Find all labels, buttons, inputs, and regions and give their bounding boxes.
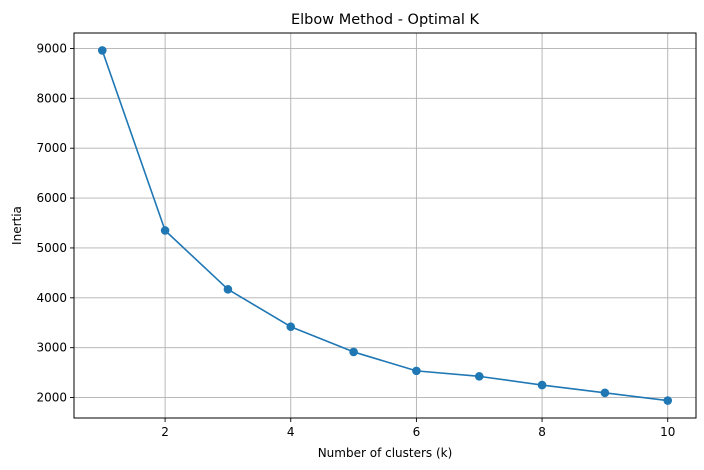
y-tick-label: 2000 — [36, 391, 67, 405]
data-point — [349, 347, 358, 357]
data-point — [474, 372, 484, 381]
x-tick-label: 10 — [660, 425, 675, 439]
tick-layer: 2 4 6 8 10 2000 3000 4000 5000 6000 7000 8000 9000 — [36, 41, 675, 439]
chart-title: Elbow Method - Optimal K — [291, 12, 480, 28]
x-axis-label: Number of clusters (k) — [318, 446, 453, 460]
data-point — [600, 388, 610, 398]
y-tick-label: 3000 — [36, 341, 67, 355]
x-tick-label: 2 — [161, 425, 169, 439]
grid-layer — [74, 33, 696, 418]
data-point — [223, 285, 233, 294]
y-tick-label: 7000 — [36, 141, 67, 155]
y-tick-label: 5000 — [36, 241, 67, 255]
y-tick-label: 8000 — [36, 91, 67, 105]
y-tick-label: 4000 — [36, 291, 67, 305]
data-point — [160, 226, 170, 235]
y-tick-label: 9000 — [36, 41, 67, 55]
x-tick-label: 4 — [287, 425, 295, 439]
data-layer — [97, 46, 673, 405]
x-tick-label: 8 — [538, 425, 546, 439]
y-tick-label: 6000 — [36, 191, 67, 205]
data-point — [412, 366, 421, 376]
series-line — [101, 50, 668, 402]
y-axis-label: Inertia — [10, 206, 24, 245]
data-point — [286, 322, 296, 332]
data-point — [537, 380, 547, 390]
data-point — [663, 396, 673, 405]
plot-frame — [73, 32, 697, 419]
data-point — [97, 46, 107, 55]
x-tick-label: 6 — [413, 425, 421, 439]
